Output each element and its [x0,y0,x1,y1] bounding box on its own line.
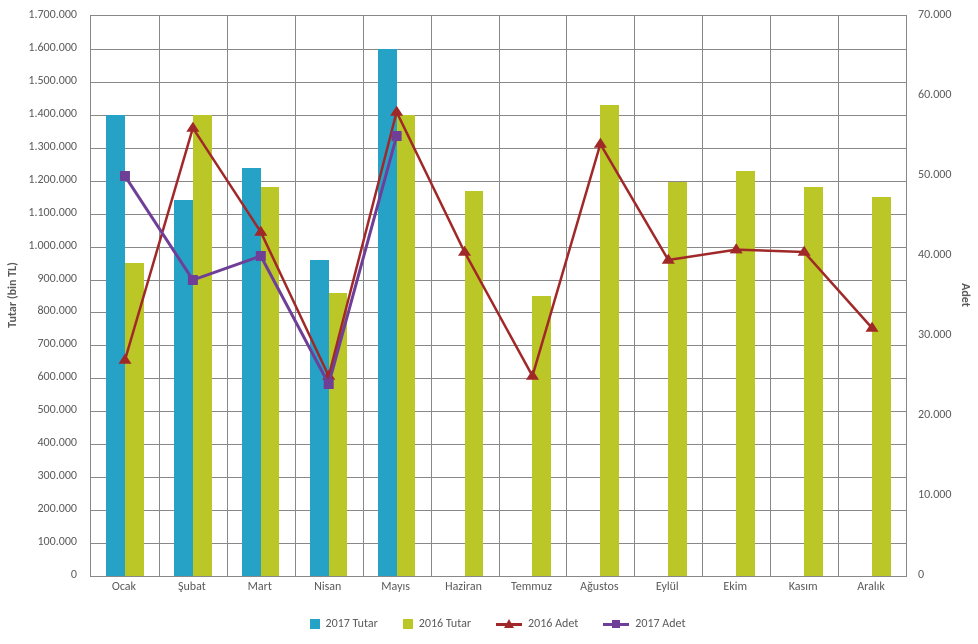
x-tick: Temmuz [511,580,552,594]
x-tick: Kasım [789,580,818,594]
y-left-tick: 500.000 [37,403,77,417]
y-left-tick: 1.700.000 [28,8,77,22]
plot-area [90,15,907,577]
x-tick: Haziran [445,580,482,594]
y-left-tick: 1.100.000 [28,206,77,220]
y-left-tick: 200.000 [37,502,77,516]
y-right-tick: 30.000 [918,328,951,342]
y-left-tick: 1.400.000 [28,107,77,121]
y-left-label: Tutar (bin TL) [6,262,20,328]
y-left-tick: 700.000 [37,337,77,351]
x-tick: Mart [248,580,272,594]
y-right-tick: 40.000 [918,248,951,262]
legend-item: 2016 Adet [496,617,578,631]
y-right-tick: 70.000 [918,8,951,22]
x-tick: Eylül [656,580,679,594]
legend-item: 2016 Tutar [403,617,471,631]
y-right-tick: 50.000 [918,168,951,182]
y-left-tick: 600.000 [37,370,77,384]
x-tick: Ağustos [580,580,618,594]
y-right-tick: 10.000 [918,488,951,502]
x-tick: Ocak [112,580,136,594]
x-tick: Aralık [857,580,885,594]
x-axis: Ocak Şubat Mart Nisan Mayıs Haziran Temmuz Ağus… [90,578,905,598]
y-left-tick: 100.000 [37,535,77,549]
y-left-tick: 1.600.000 [28,41,77,55]
y-left-tick: 1.500.000 [28,74,77,88]
y-left-tick: 800.000 [37,304,77,318]
legend: 2017 Tutar 2016 Tutar 2016 Adet 2017 Adet [90,610,905,638]
legend-label: 2016 Tutar [419,617,471,631]
y-left-tick: 0 [71,568,77,582]
legend-label: 2017 Tutar [326,617,378,631]
chart-container: 0 100.000 200.000 300.000 400.000 500.000 600.… [0,0,978,644]
x-tick: Şubat [178,580,206,594]
y-right-tick: 0 [918,568,924,582]
legend-label: 2017 Adet [635,617,685,631]
x-tick: Mayıs [381,580,410,594]
y-left-tick: 1.000.000 [28,239,77,253]
legend-item: 2017 Adet [603,617,685,631]
y-right-tick: 20.000 [918,408,951,422]
x-tick: Nisan [314,580,341,594]
legend-item: 2017 Tutar [310,617,378,631]
y-right-label: Adet [958,283,972,307]
y-left-tick: 1.300.000 [28,140,77,154]
x-tick: Ekim [723,580,747,594]
y-left-tick: 900.000 [37,272,77,286]
y-left-tick: 1.200.000 [28,173,77,187]
legend-label: 2016 Adet [528,617,578,631]
y-left-tick: 300.000 [37,469,77,483]
y-left-tick: 400.000 [37,436,77,450]
y-right-tick: 60.000 [918,88,951,102]
